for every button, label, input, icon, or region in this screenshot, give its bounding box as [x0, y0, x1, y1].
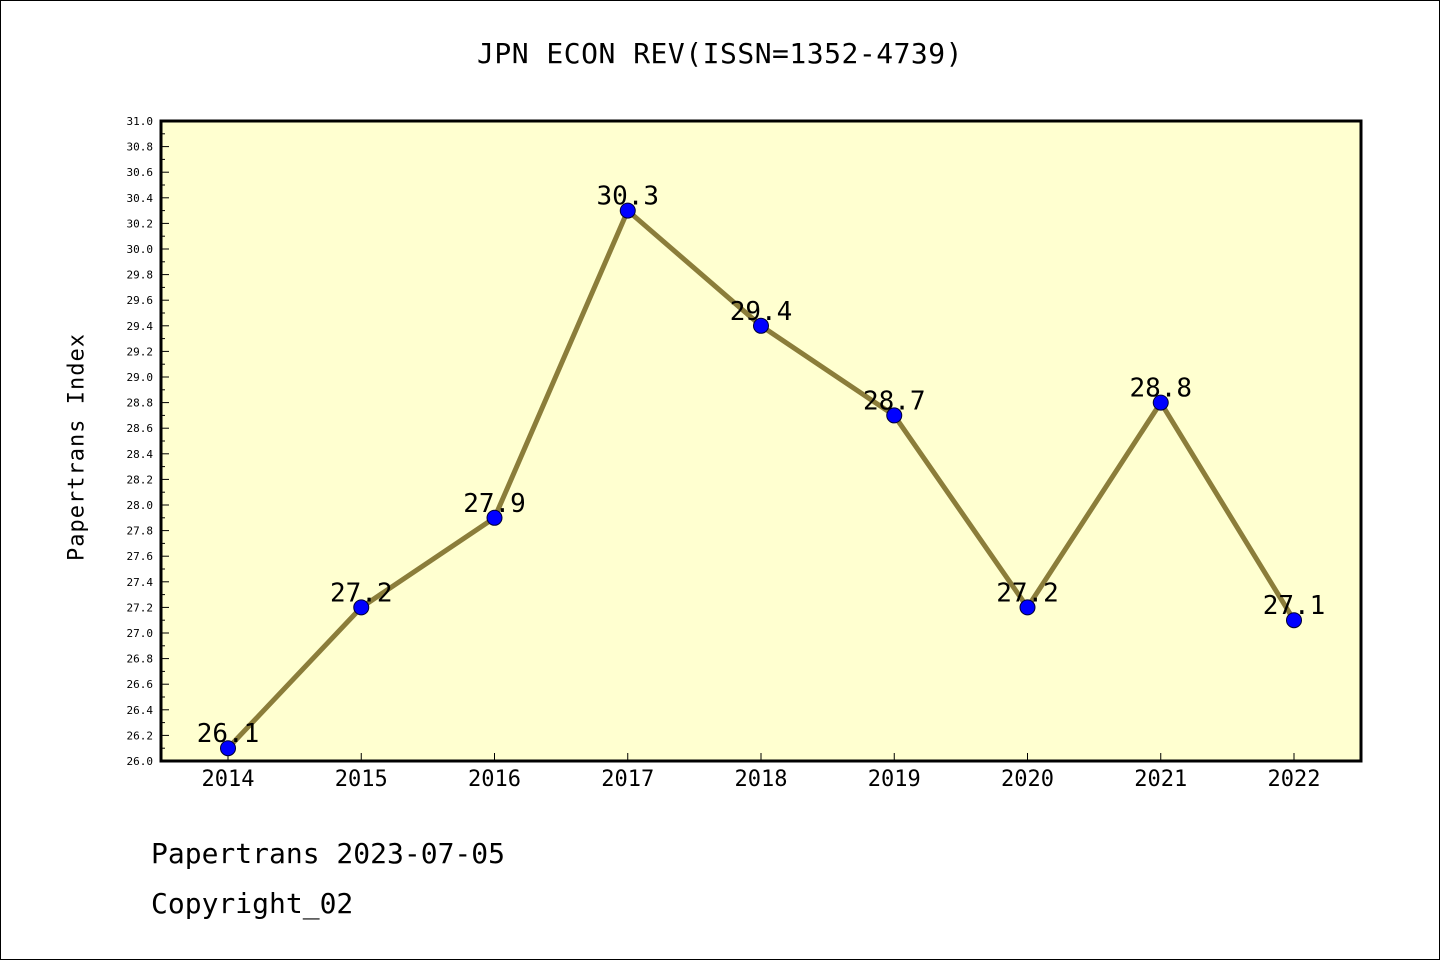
y-tick-label: 29.0: [127, 371, 154, 384]
x-tick-label: 2017: [601, 767, 654, 792]
x-tick-label: 2014: [202, 767, 255, 792]
data-point: [1152, 394, 1169, 411]
x-tick-label: 2022: [1268, 767, 1321, 792]
y-tick-label: 26.4: [127, 704, 154, 717]
data-point: [486, 509, 503, 526]
y-tick-label: 27.0: [127, 627, 154, 640]
data-label: 28.7: [863, 386, 926, 416]
x-tick-label: 2020: [1001, 767, 1054, 792]
y-tick-label: 30.8: [127, 141, 154, 154]
data-markers: [220, 202, 1302, 757]
data-label: 27.1: [1263, 591, 1326, 621]
plot-frame: [159, 119, 1363, 763]
y-tick-label: 27.8: [127, 525, 154, 538]
data-point: [1286, 612, 1302, 629]
data-label: 27.2: [330, 578, 393, 608]
x-axis: 2014 2015 2016 2017 2018 2019 2020 2021 2022: [202, 753, 1321, 792]
chart-title: JPN ECON REV(ISSN=1352-4739): [476, 37, 963, 70]
data-label: 29.4: [730, 297, 793, 327]
y-tick-label: 29.4: [127, 320, 154, 333]
y-tick-label: 27.6: [127, 550, 154, 563]
y-tick-label: 27.2: [127, 601, 154, 614]
data-point: [353, 599, 370, 616]
y-tick-label: 29.8: [127, 269, 154, 282]
data-point: [886, 407, 903, 424]
y-tick-label: 28.4: [127, 448, 154, 461]
y-tick-label: 30.2: [127, 217, 154, 230]
y-tick-label: 26.6: [127, 678, 154, 691]
y-tick-label: 27.4: [127, 576, 154, 589]
x-tick-label: 2018: [735, 767, 788, 792]
y-tick-label: 28.8: [127, 397, 154, 410]
y-tick-label: 28.0: [127, 499, 154, 512]
y-tick-label: 29.6: [127, 294, 154, 307]
data-label: 27.9: [463, 489, 526, 519]
y-tick-label: 30.0: [127, 243, 154, 256]
y-tick-label: 26.2: [127, 729, 154, 742]
x-tick-label: 2019: [868, 767, 921, 792]
y-tick-label: 28.2: [127, 473, 154, 486]
data-point: [1019, 599, 1036, 616]
x-tick-label: 2015: [335, 767, 388, 792]
y-tick-label: 31.0: [127, 115, 154, 128]
data-point: [220, 740, 236, 757]
footer-copyright: Copyright_02: [151, 887, 354, 920]
y-tick-label: 30.4: [127, 192, 154, 205]
x-tick-label: 2021: [1134, 767, 1187, 792]
x-tick-label: 2016: [468, 767, 521, 792]
data-point: [619, 202, 636, 219]
y-tick-label: 29.2: [127, 345, 154, 358]
data-label: 26.1: [197, 719, 260, 749]
y-tick-label: 28.6: [127, 422, 154, 435]
data-label: 27.2: [996, 578, 1059, 608]
y-tick-label: 30.6: [127, 166, 154, 179]
data-label: 28.8: [1129, 374, 1192, 404]
data-labels: 26.1 27.2 27.9 30.3 29.4 28.7 27.2 28.8 27.1: [197, 182, 1326, 750]
data-label: 30.3: [596, 182, 659, 212]
y-axis: 26.0 26.2 26.4 26.6 26.8 27.0 27.2 27.4 27.6 27.8…: [127, 115, 169, 768]
y-tick-label: 26.0: [127, 755, 154, 768]
y-tick-label: 26.8: [127, 653, 154, 666]
plot-area: [161, 121, 1361, 761]
data-point: [753, 317, 769, 334]
footer-date-line: Papertrans 2023-07-05: [151, 837, 506, 870]
